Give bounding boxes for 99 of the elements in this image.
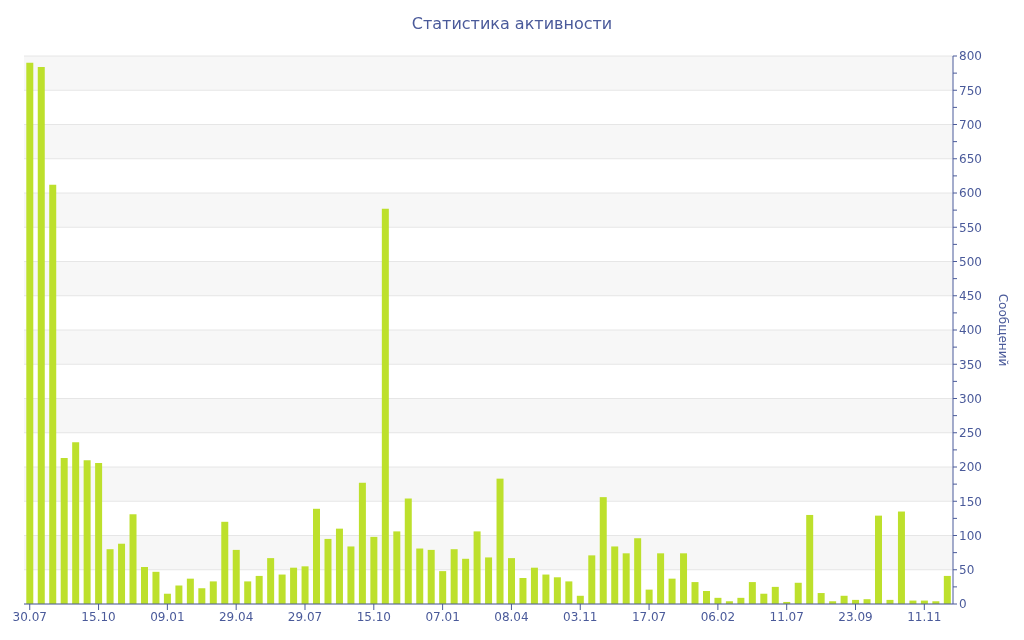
- y2-tick-label: 400: [959, 323, 982, 338]
- bar: [473, 531, 481, 604]
- bar: [897, 511, 905, 604]
- bar: [49, 184, 57, 604]
- bar: [129, 514, 137, 604]
- bar: [140, 567, 148, 604]
- y2-tick-label: 300: [959, 391, 982, 406]
- x-tick-label: 07.01: [425, 609, 460, 624]
- bar: [175, 585, 183, 604]
- bar: [106, 549, 114, 604]
- y2-tick-label: 0: [959, 597, 967, 612]
- x-tick-label: 17.07: [631, 609, 667, 624]
- y2-tick-label: 100: [959, 528, 982, 543]
- y2-tick-label: 600: [959, 186, 982, 201]
- bar: [943, 575, 951, 604]
- bar: [817, 593, 825, 604]
- bar: [702, 590, 710, 604]
- bar: [26, 62, 34, 604]
- bar: [485, 557, 493, 604]
- bar: [313, 508, 321, 604]
- bar: [255, 575, 263, 604]
- bar: [622, 553, 630, 604]
- bar: [186, 578, 194, 604]
- x-tick-label: 29.07: [287, 609, 323, 624]
- bar: [404, 498, 412, 604]
- bar: [599, 497, 607, 604]
- x-tick-label: 29.04: [219, 609, 254, 624]
- bar: [450, 549, 458, 604]
- x-tick-label: 08.04: [494, 609, 529, 624]
- x-tick-label: 03.11: [563, 609, 598, 624]
- bar: [530, 567, 538, 604]
- bar: [588, 555, 596, 604]
- bar: [95, 462, 103, 604]
- bar: [335, 528, 343, 604]
- bar: [542, 574, 550, 604]
- y2-tick-label: 150: [959, 494, 982, 509]
- bar: [198, 588, 206, 604]
- bar: [324, 538, 332, 604]
- bar: [794, 582, 802, 604]
- bar: [301, 566, 309, 604]
- x-tick-label: 09.01: [150, 609, 185, 624]
- x-tick-label: 30.07: [12, 609, 47, 624]
- bar: [118, 543, 126, 604]
- y2-tick-label: 750: [959, 83, 982, 98]
- bar: [358, 482, 366, 604]
- bar: [806, 514, 814, 604]
- bar: [657, 553, 665, 604]
- bar: [393, 531, 401, 604]
- bar: [519, 577, 527, 604]
- y2-tick-label: 200: [959, 460, 982, 475]
- x-tick-label: 11.07: [769, 609, 804, 624]
- bar: [416, 548, 424, 604]
- bar: [72, 442, 80, 604]
- y2-tick-label: 500: [959, 254, 982, 269]
- bar: [680, 553, 688, 604]
- bar: [565, 581, 573, 604]
- y2-axis-title: Сообщений: [996, 293, 1010, 367]
- bar: [553, 577, 561, 604]
- bar: [668, 578, 676, 604]
- bar: [748, 582, 756, 604]
- bar: [244, 581, 252, 604]
- bar: [152, 571, 160, 604]
- y2-tick-label: 250: [959, 426, 982, 441]
- x-tick-label: 23.09: [838, 609, 873, 624]
- bar: [496, 478, 504, 604]
- y2-tick-label: 650: [959, 152, 982, 167]
- bar: [508, 558, 515, 604]
- y2-tick-label: 800: [959, 49, 982, 64]
- bar: [83, 460, 91, 604]
- y2-tick-label: 700: [959, 117, 982, 132]
- bar: [611, 546, 619, 604]
- bar: [645, 589, 653, 604]
- bar: [290, 567, 298, 604]
- bar: [875, 515, 883, 604]
- bar: [267, 558, 275, 604]
- chart-title: Статистика активности: [410, 14, 614, 35]
- y2-tick-label: 550: [959, 220, 982, 235]
- x-tick-label: 06.02: [700, 609, 736, 624]
- bar: [60, 458, 68, 604]
- bar: [347, 546, 355, 604]
- bar: [370, 536, 378, 604]
- bar: [771, 586, 779, 604]
- x-tick-label: 15.10: [81, 609, 116, 624]
- bar: [691, 582, 699, 604]
- y2-tick-label: 350: [959, 357, 982, 372]
- bar: [634, 538, 642, 604]
- x-tick-label: 11.11: [907, 609, 942, 624]
- bar: [381, 208, 389, 604]
- bar: [278, 574, 286, 604]
- bar: [427, 549, 435, 604]
- y2-tick-label: 450: [959, 289, 982, 304]
- x-tick-label: 15.10: [356, 609, 391, 624]
- bar: [209, 581, 217, 604]
- y2-tick-label: 50: [959, 563, 975, 578]
- bar: [37, 66, 45, 604]
- bar: [462, 558, 470, 604]
- bar: [232, 549, 240, 604]
- bar: [439, 571, 447, 604]
- bar: [221, 521, 229, 604]
